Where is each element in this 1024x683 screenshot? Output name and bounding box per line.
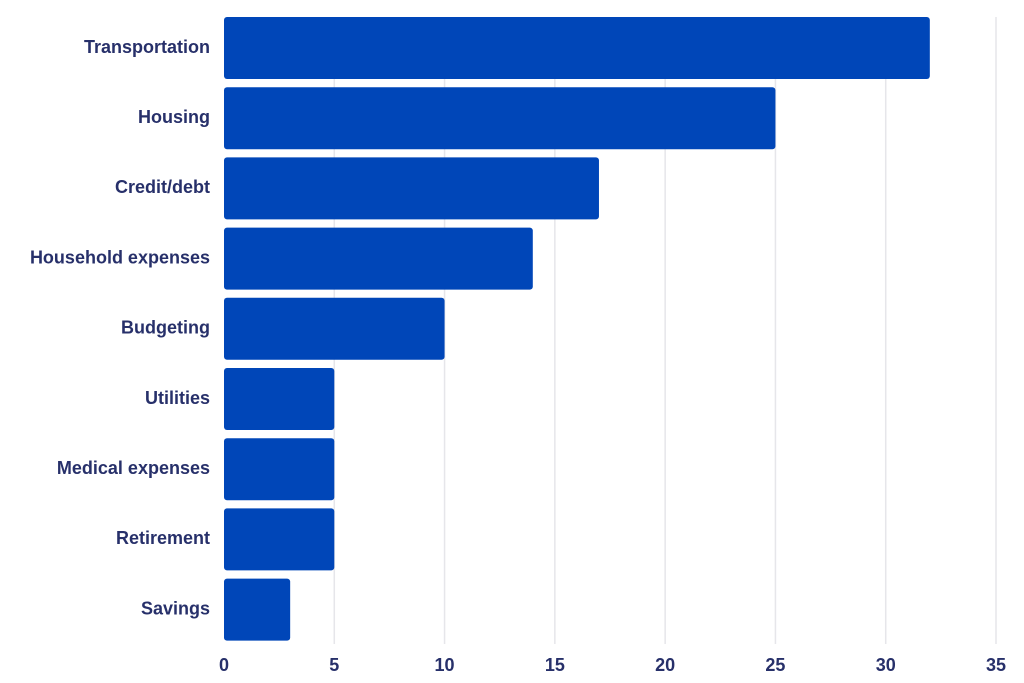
category-label-utilities: Utilities <box>145 388 210 408</box>
bar-savings <box>224 578 291 641</box>
x-tick-label: 30 <box>876 655 896 675</box>
category-label-retirement: Retirement <box>116 528 210 548</box>
bar-household-expenses <box>224 227 533 290</box>
category-label-medical-expenses: Medical expenses <box>57 458 210 478</box>
x-tick-label: 10 <box>435 655 455 675</box>
category-label-transportation: Transportation <box>84 37 210 57</box>
x-tick-label: 25 <box>765 655 785 675</box>
bar-budgeting <box>224 297 445 360</box>
x-axis-tick-labels: 0 5 10 15 20 25 30 35 <box>219 655 1006 675</box>
bar-housing <box>224 87 776 150</box>
x-tick-label: 35 <box>986 655 1006 675</box>
bar-medical-expenses <box>224 438 335 501</box>
bars <box>224 17 930 641</box>
category-label-household-expenses: Household expenses <box>30 247 210 267</box>
x-tick-label: 5 <box>329 655 339 675</box>
bar-credit-debt <box>224 157 599 220</box>
category-label-credit-debt: Credit/debt <box>115 177 210 197</box>
bar-retirement <box>224 508 335 571</box>
x-tick-label: 15 <box>545 655 565 675</box>
category-labels: Transportation Housing Credit/debt Househol… <box>30 37 210 619</box>
category-label-savings: Savings <box>141 598 210 618</box>
category-label-housing: Housing <box>138 107 210 127</box>
x-tick-label: 20 <box>655 655 675 675</box>
x-tick-label: 0 <box>219 655 229 675</box>
bar-transportation <box>224 17 930 79</box>
category-label-budgeting: Budgeting <box>121 318 210 338</box>
bar-utilities <box>224 368 335 430</box>
